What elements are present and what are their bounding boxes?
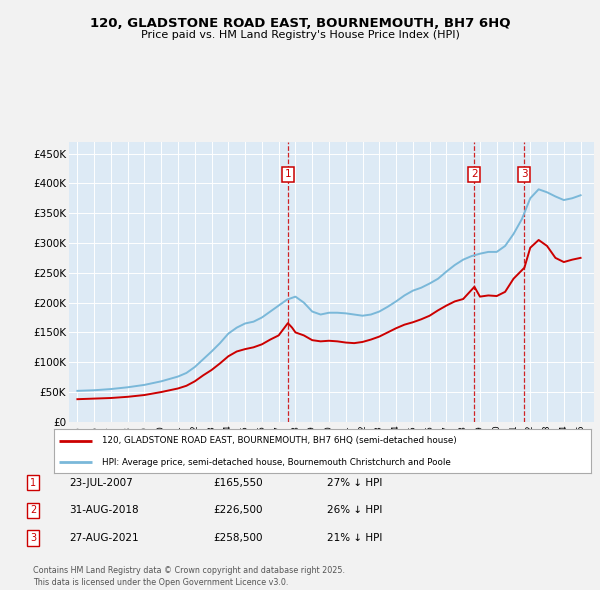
Text: 21% ↓ HPI: 21% ↓ HPI bbox=[327, 533, 382, 543]
Text: £258,500: £258,500 bbox=[213, 533, 263, 543]
Text: Contains HM Land Registry data © Crown copyright and database right 2025.
This d: Contains HM Land Registry data © Crown c… bbox=[33, 566, 345, 587]
Text: 27% ↓ HPI: 27% ↓ HPI bbox=[327, 478, 382, 487]
Text: 23-JUL-2007: 23-JUL-2007 bbox=[69, 478, 133, 487]
Text: 31-AUG-2018: 31-AUG-2018 bbox=[69, 506, 139, 515]
Text: 2: 2 bbox=[471, 169, 478, 179]
Text: 1: 1 bbox=[30, 478, 36, 487]
Text: 3: 3 bbox=[30, 533, 36, 543]
Text: £165,550: £165,550 bbox=[213, 478, 263, 487]
Text: 1: 1 bbox=[284, 169, 291, 179]
Text: 120, GLADSTONE ROAD EAST, BOURNEMOUTH, BH7 6HQ: 120, GLADSTONE ROAD EAST, BOURNEMOUTH, B… bbox=[90, 17, 510, 30]
Text: 2: 2 bbox=[30, 506, 36, 515]
Text: 3: 3 bbox=[521, 169, 528, 179]
Text: 120, GLADSTONE ROAD EAST, BOURNEMOUTH, BH7 6HQ (semi-detached house): 120, GLADSTONE ROAD EAST, BOURNEMOUTH, B… bbox=[103, 437, 457, 445]
Text: Price paid vs. HM Land Registry's House Price Index (HPI): Price paid vs. HM Land Registry's House … bbox=[140, 30, 460, 40]
Text: 26% ↓ HPI: 26% ↓ HPI bbox=[327, 506, 382, 515]
Text: HPI: Average price, semi-detached house, Bournemouth Christchurch and Poole: HPI: Average price, semi-detached house,… bbox=[103, 458, 451, 467]
Text: 27-AUG-2021: 27-AUG-2021 bbox=[69, 533, 139, 543]
Text: £226,500: £226,500 bbox=[213, 506, 263, 515]
